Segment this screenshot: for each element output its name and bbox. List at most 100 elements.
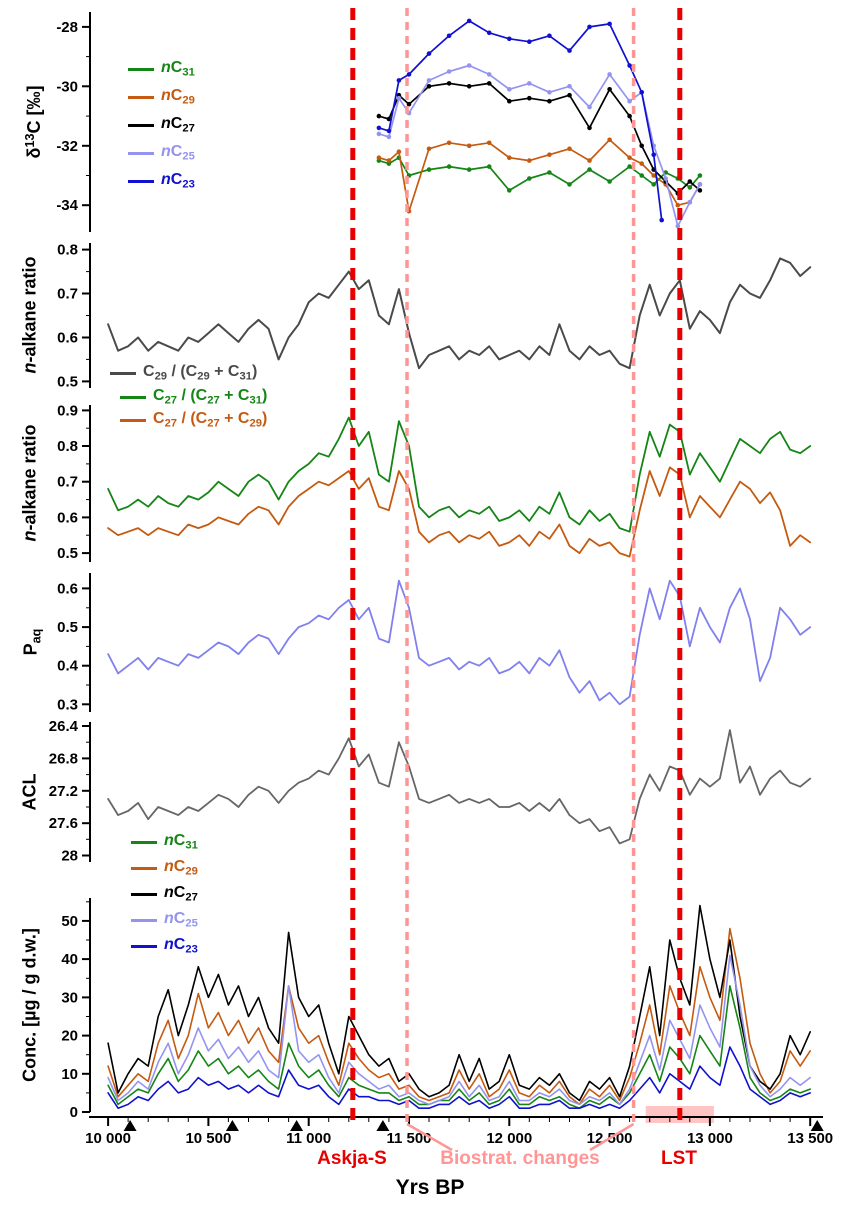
legend-conc-nc29: nC29 (131, 859, 198, 878)
legend-ratio2-c27-c27-c31: C27 / (C27 + C31) (120, 388, 267, 407)
label-part: P (20, 643, 41, 656)
series-conc-nc23 (107, 1046, 812, 1109)
label-part: 31 (185, 839, 198, 852)
series-paq-paq (107, 579, 812, 706)
markers-d13c-nc23 (376, 18, 664, 223)
label-part: 27 (164, 417, 178, 430)
label-part: n (161, 87, 171, 104)
label-part: n (161, 143, 171, 160)
legend-label: nC25 (161, 144, 195, 163)
label-part: 25 (185, 917, 198, 930)
label-part: -alkane ratio (19, 256, 40, 363)
legend-swatch (120, 418, 146, 422)
x-tick-label: 12 000 (486, 1130, 532, 1147)
label-part: 29 (197, 370, 210, 383)
label-part: n (164, 832, 174, 849)
panel-conc: 0 10 20 30 40 50 (61, 898, 812, 1121)
event-label-biostrat-changes: Biostrat. changes (440, 1148, 600, 1169)
label-part: 29 (185, 865, 198, 878)
tephra-marker (290, 1120, 304, 1131)
tephra-marker (376, 1120, 390, 1131)
label-part: + C (219, 410, 250, 427)
label-part: 29 (249, 417, 262, 430)
markers-d13c-nc25 (376, 63, 703, 229)
label-part: δ (24, 147, 45, 159)
y-tick-label: 0.4 (57, 658, 79, 675)
markers-d13c-nc27 (376, 81, 703, 196)
label-part: ) (251, 363, 258, 380)
series-acl-acl (107, 729, 812, 845)
legend-swatch (128, 179, 154, 183)
label-part: 27 (164, 394, 178, 407)
y-tick-label: 0.6 (57, 509, 78, 526)
y-axis-title-paq: Paq (20, 629, 43, 656)
legend-conc-nc23: nC23 (131, 937, 198, 956)
legend-ratio1-c29-c29-c31: C29 / (C29 + C31) (110, 364, 257, 383)
label-part: n (19, 530, 40, 542)
label-part: C (143, 363, 155, 380)
y-tick-label: 26.8 (49, 750, 78, 767)
legend-ratio2-c27-c27-c29: C27 / (C27 + C29) (120, 411, 267, 430)
legend-swatch (131, 866, 157, 870)
series-conc-nc25 (107, 954, 812, 1106)
y-tick-label: 0 (70, 1104, 78, 1121)
label-part: C (170, 143, 183, 160)
label-part: C (170, 115, 183, 132)
y-tick-label: -28 (56, 19, 78, 36)
y-axis-title-d13c: δ13C [‰] (23, 86, 45, 159)
legend-swatch (131, 918, 157, 922)
label-part: + C (209, 363, 240, 380)
series-ratio2-c27-c27-c31 (107, 416, 812, 533)
label-part: ACL (19, 773, 40, 811)
legend-swatch (120, 395, 146, 399)
tephra-marker (123, 1120, 137, 1131)
y-tick-label: -34 (56, 197, 78, 214)
y-tick-label: 0.7 (57, 286, 78, 303)
legend-d13c-nc27: nC27 (128, 116, 195, 135)
event-label-askja-s: Askja-S (317, 1148, 387, 1169)
y-tick-label: 0.6 (57, 580, 78, 597)
label-part: C (173, 832, 186, 849)
label-part: 23 (185, 943, 198, 956)
legend-conc-nc31: nC31 (131, 833, 198, 852)
legend-label: nC29 (161, 88, 195, 107)
legend-d13c-nc29: nC29 (128, 88, 195, 107)
label-part: n (164, 884, 174, 901)
label-part: n (161, 171, 171, 188)
label-part: C (170, 87, 183, 104)
x-tick-label: 10 500 (185, 1130, 231, 1147)
series-d13c-nc23 (378, 20, 663, 221)
y-tick-label: 0.8 (57, 242, 78, 259)
tephra-marker (225, 1120, 239, 1131)
x-axis: 10 000 10 500 11 000 11 500 12 000 12 500 13 0… (85, 1116, 833, 1147)
panel-acl: 26.4 26.8 27.2 27.6 28 (49, 718, 812, 865)
series-conc-nc27 (107, 904, 812, 1102)
y-tick-label: 50 (61, 913, 78, 930)
label-part: ) (261, 387, 268, 404)
legend-d13c-nc25: nC25 (128, 144, 195, 163)
legend-label: C27 / (C27 + C29) (153, 411, 267, 430)
legend-d13c-nc23: nC23 (128, 172, 195, 191)
x-tick-label: 11 500 (386, 1130, 431, 1147)
label-part: C (173, 858, 186, 875)
markers-d13c-nc31 (376, 155, 703, 193)
series-ratio1-c29-c29-c31 (107, 257, 812, 370)
tephra-marker (810, 1120, 824, 1131)
legend-swatch (128, 67, 154, 71)
legend-swatch (128, 123, 154, 127)
label-part: 27 (207, 394, 220, 407)
label-part: C (173, 910, 186, 927)
legend-label: nC27 (164, 885, 198, 904)
y-tick-label: 30 (61, 989, 78, 1006)
label-part: C (173, 884, 186, 901)
x-axis-title: Yrs BP (395, 1176, 465, 1199)
x-tick-label: 13 000 (687, 1130, 733, 1147)
legend-swatch (131, 840, 157, 844)
series-conc-nc31 (107, 985, 812, 1109)
y-tick-label: 0.5 (57, 373, 78, 390)
y-tick-label: 27.6 (49, 815, 78, 832)
legend-label: C29 / (C29 + C31) (143, 364, 257, 383)
y-axis-title-acl: ACL (20, 774, 41, 811)
label-part: aq (29, 628, 44, 644)
